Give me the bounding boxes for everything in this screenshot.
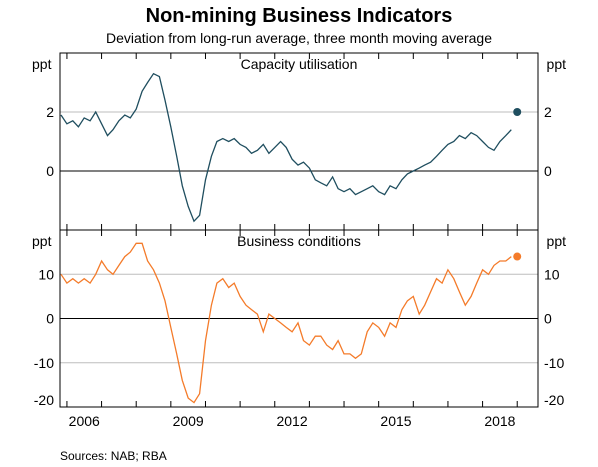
conditions-panel-title: Business conditions [237,233,361,249]
y-tick-label-right: 0 [544,311,552,327]
x-tick-label: 2006 [69,413,100,429]
y-tick-label-right: 2 [544,104,552,120]
capacity-ylabel-right: ppt [547,56,567,72]
capacity-latest-point [513,108,522,116]
conditions-gridlines [60,273,538,364]
conditions-latest-point [513,252,522,261]
conditions-yticks: 10 10 0 0 -10 -10 -20 -20 [34,266,565,408]
capacity-panel-title: Capacity utilisation [241,56,358,72]
x-tick-label: 2018 [484,413,515,429]
source-note: Sources: NAB; RBA [60,449,167,463]
chart-title: Non-mining Business Indicators [146,5,453,27]
x-axis-ticks: 2006 2009 2012 2015 2018 [66,53,518,429]
y-tick-label-right: 10 [544,266,560,282]
capacity-series-line [60,72,512,223]
conditions-ylabel-left: ppt [32,233,52,249]
x-tick-label: 2015 [380,413,411,429]
capacity-ylabel-left: ppt [32,56,52,72]
y-tick-label-left: 0 [46,311,54,327]
y-tick-label-right: -20 [544,392,564,408]
y-tick-label-left: -20 [34,392,54,408]
y-tick-label-left: 2 [46,104,54,120]
y-tick-label-right: 0 [544,163,552,179]
capacity-yticks: 2 2 0 0 [46,104,552,179]
y-tick-label-left: -10 [34,355,54,371]
conditions-ylabel-right: ppt [547,233,567,249]
x-tick-label: 2009 [173,413,204,429]
capacity-panel: Capacity utilisation ppt ppt 2 2 0 0 [32,56,567,223]
y-tick-label-right: -10 [544,355,564,371]
conditions-panel: Business conditions ppt ppt 10 10 0 0 -10 -10… [32,233,566,408]
y-tick-label-left: 10 [38,266,54,282]
chart-subtitle: Deviation from long-run average, three m… [106,30,492,46]
capacity-gridlines [60,111,538,172]
y-tick-label-left: 0 [46,163,54,179]
x-tick-label: 2012 [276,413,307,429]
conditions-series-line [60,242,512,404]
